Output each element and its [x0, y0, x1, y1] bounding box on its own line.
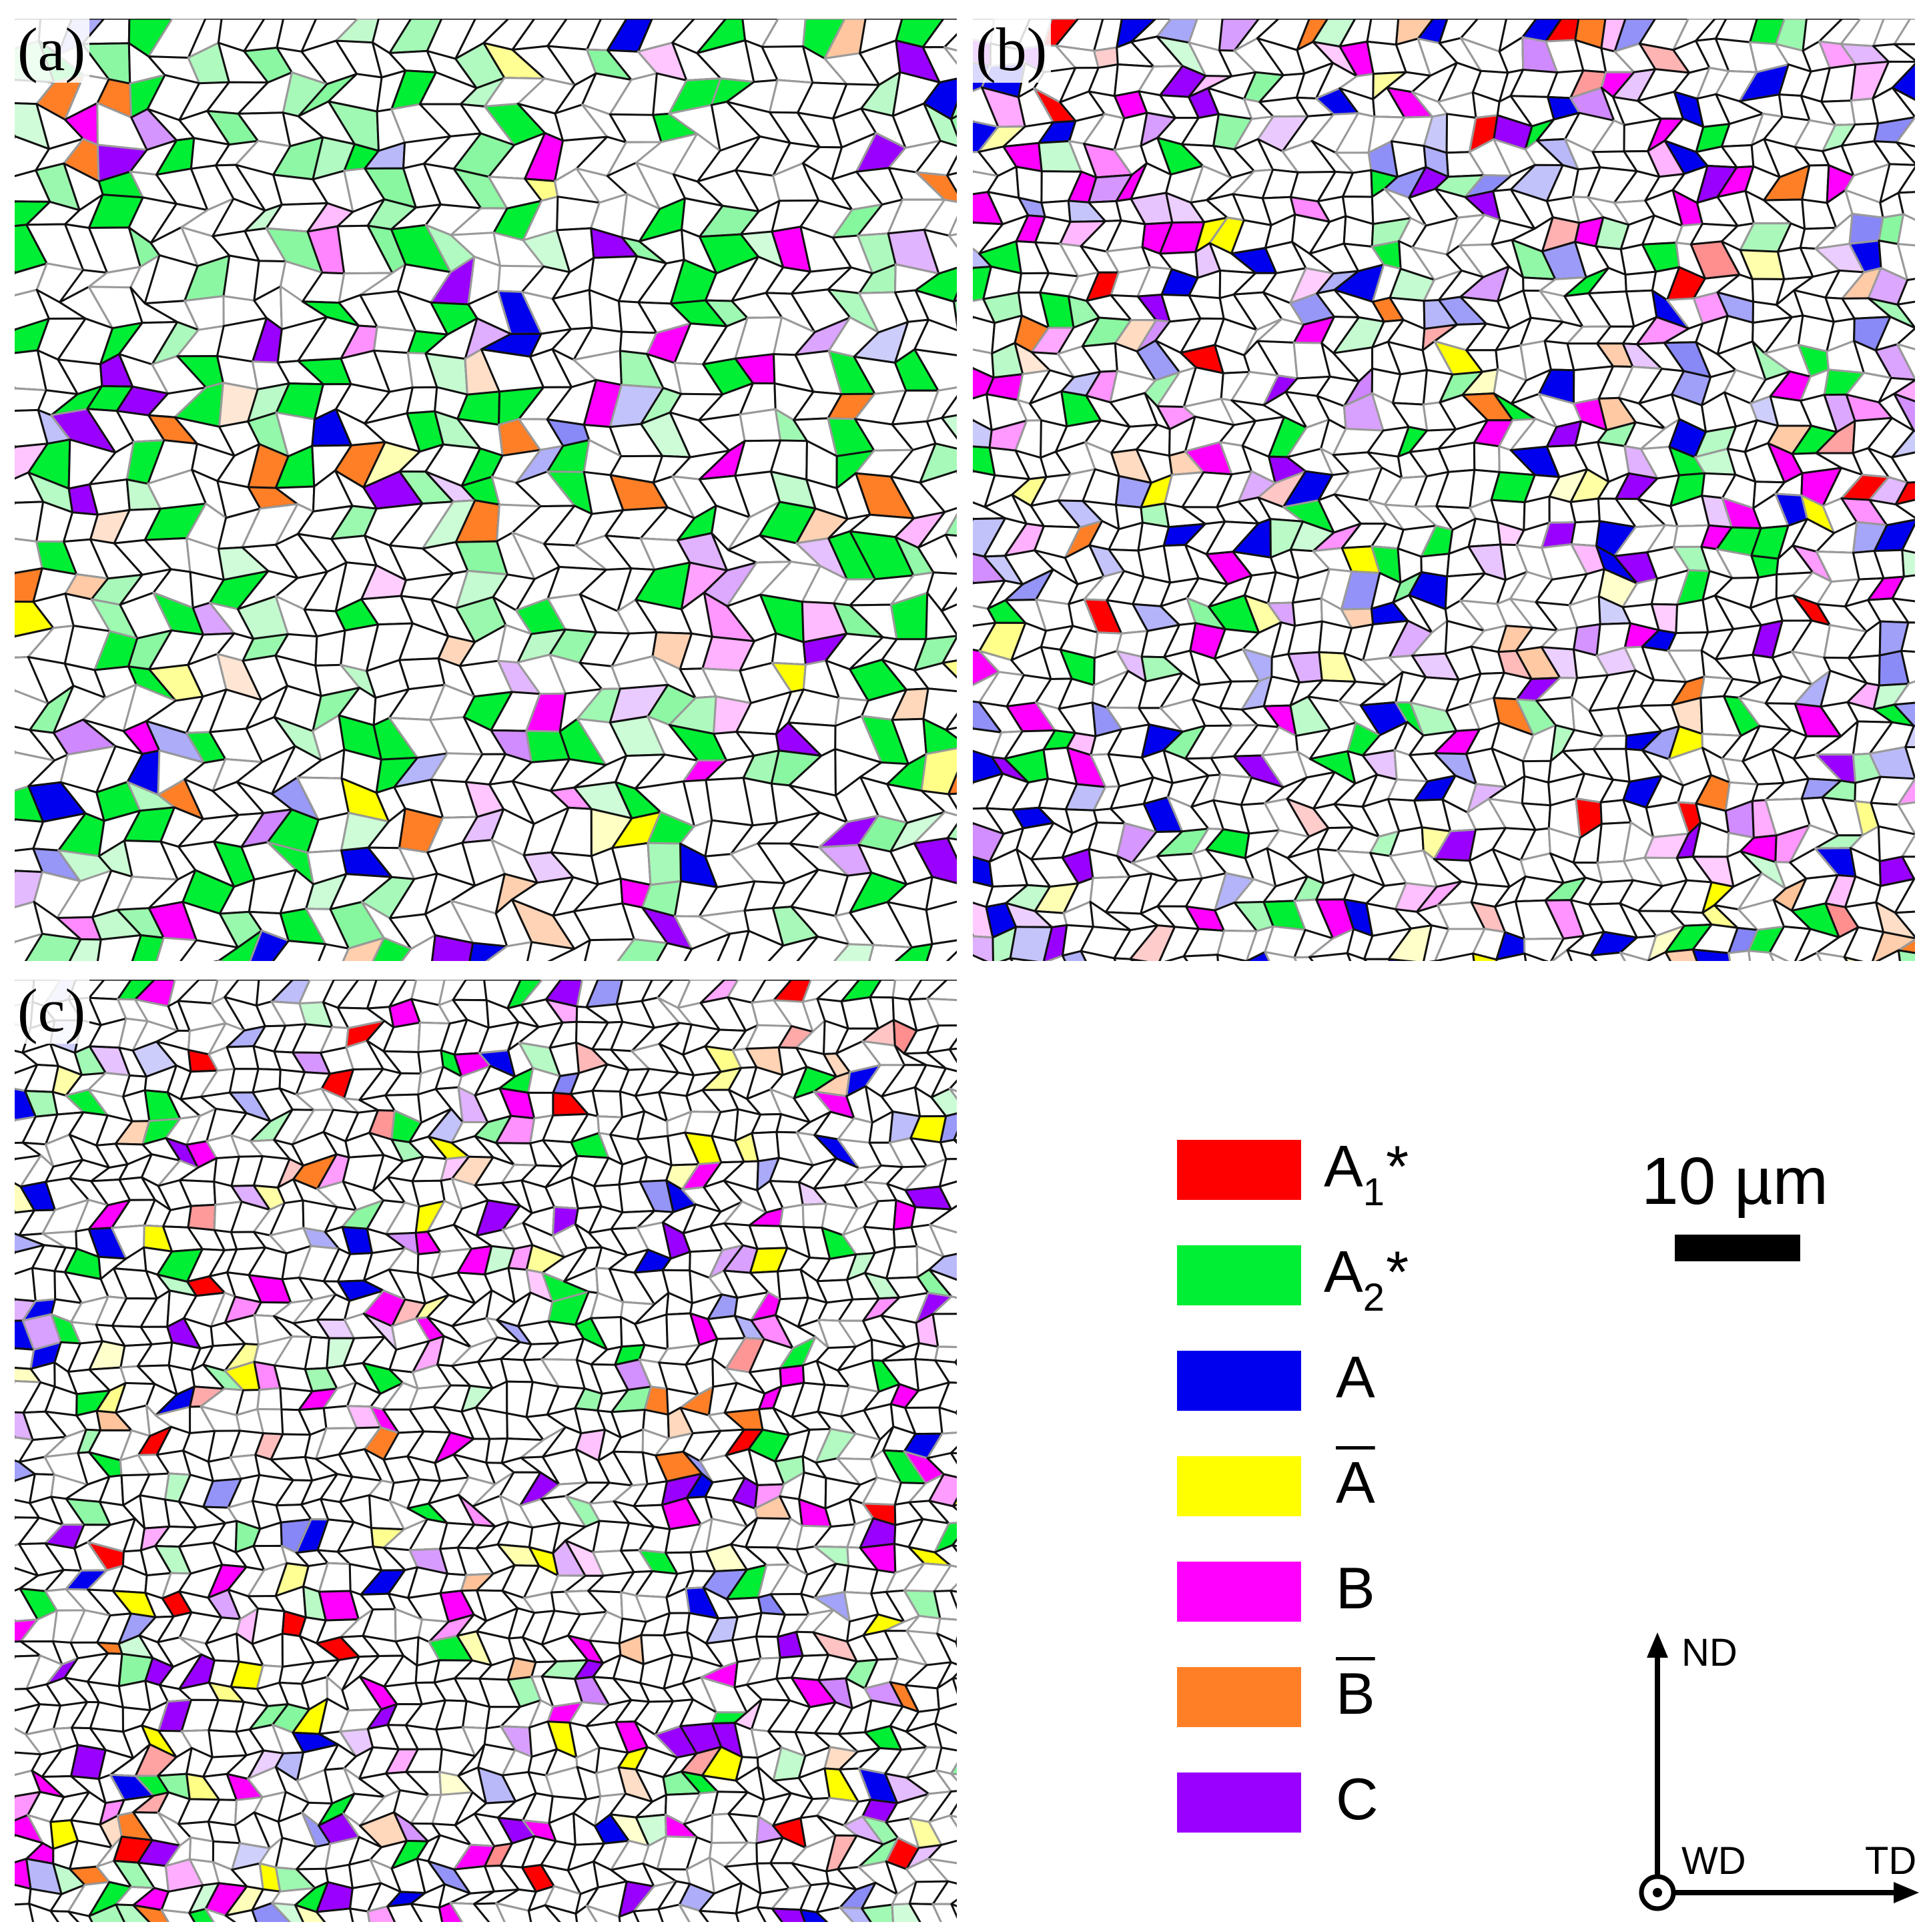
panel-label-c: (c): [15, 980, 90, 1044]
axis-label-nd: ND: [1681, 1631, 1738, 1674]
legend-label: A: [1336, 1344, 1375, 1410]
legend-item-b: B: [1177, 1556, 1524, 1623]
legend-swatch: [1177, 1351, 1301, 1411]
scale-bar-line: [1675, 1235, 1800, 1261]
grain-map-a: (a): [15, 19, 957, 961]
legend-swatch: [1177, 1562, 1301, 1622]
legend-item-a: A: [1177, 1345, 1524, 1412]
legend-item-a1-star: A1*: [1177, 1133, 1524, 1214]
legend-swatch: [1177, 1456, 1301, 1516]
panel-label-a: (a): [15, 19, 90, 83]
legend-label: B: [1336, 1555, 1375, 1621]
panel-label-b: (b): [973, 19, 1052, 83]
legend-item-c: C: [1177, 1767, 1524, 1834]
axes-arrows-icon: [1639, 1632, 1919, 1911]
legend-swatch: [1177, 1140, 1301, 1200]
legend-label: A2*: [1324, 1239, 1409, 1319]
legend-item-a-bar: A: [1177, 1451, 1524, 1518]
grain-map-a-image: [15, 19, 957, 961]
grain-map-c-image: [15, 980, 957, 1922]
legend-label: C: [1336, 1766, 1379, 1832]
grain-map-c: (c): [15, 980, 957, 1922]
scale-bar-label: 10 µm: [1641, 1144, 1828, 1219]
legend-label: A1*: [1324, 1133, 1409, 1214]
sample-axes: ND WD TD: [1628, 1628, 1922, 1915]
legend-label: B: [1336, 1660, 1375, 1726]
legend-label: A: [1336, 1450, 1375, 1516]
legend-item-b-bar: B: [1177, 1662, 1524, 1728]
legend-swatch: [1177, 1667, 1301, 1727]
grain-map-b: (b): [973, 19, 1915, 961]
axis-label-wd: WD: [1681, 1839, 1746, 1883]
legend-swatch: [1177, 1773, 1301, 1833]
legend-swatch: [1177, 1245, 1301, 1305]
legend-item-a2-star: A2*: [1177, 1239, 1524, 1319]
grain-map-b-image: [973, 19, 1915, 961]
axis-label-td: TD: [1865, 1839, 1917, 1883]
